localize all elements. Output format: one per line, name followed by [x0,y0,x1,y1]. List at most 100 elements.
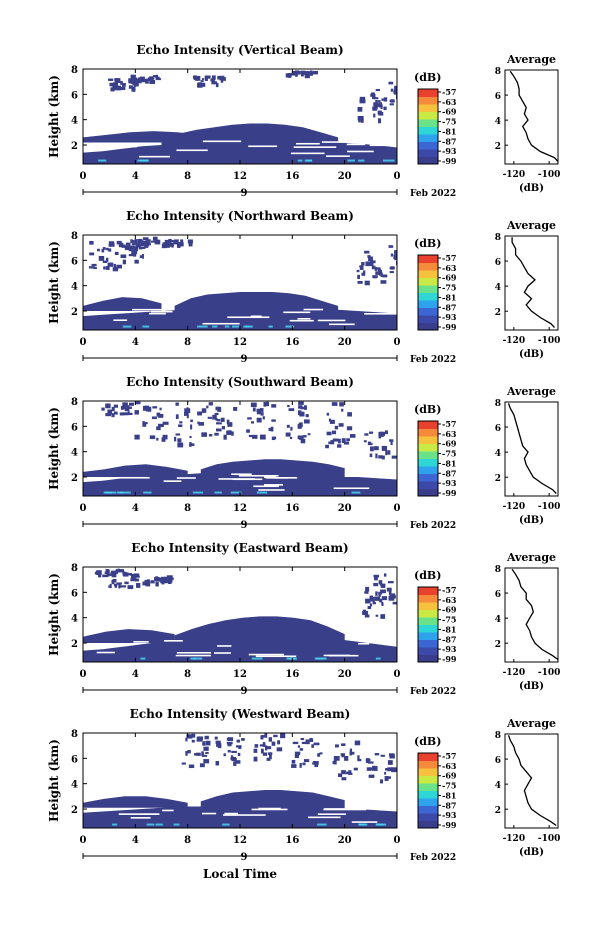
echo-speckle [346,426,353,431]
echo-speckle [300,438,306,444]
y-tick-label: 8 [71,65,78,76]
colorbar-tick-label: -57 [442,253,456,263]
date-day: 9 [241,852,248,863]
echo-speckle [401,252,406,255]
x-tick-label: 20 [338,503,352,514]
colorbar-segment [418,277,438,286]
x-tick-label: 0 [80,337,87,348]
colorbar-tick-label: -57 [442,751,456,761]
colorbar-tick-label: -93 [442,810,457,820]
echo-speckle [388,590,392,595]
echo-speckle [113,404,119,408]
y-tick-label: 2 [71,639,78,650]
echo-strong [256,491,268,494]
echo-strong [190,657,196,660]
echo-speckle [377,100,381,103]
echo-speckle [89,252,95,256]
echo-speckle [360,118,364,123]
echo-speckle [385,450,388,456]
echo-speckle [317,753,321,757]
echo-speckle [217,743,222,749]
echo-layer [83,471,397,496]
echo-speckle [253,756,258,762]
echo-speckle [112,85,118,91]
panel-title: Echo Intensity (Northward Beam) [126,209,354,223]
echo-speckle [375,267,378,270]
y-tick-label: 4 [71,780,78,791]
echo-speckle [98,255,105,261]
echo-speckle [217,75,220,80]
echo-speckle [111,573,117,578]
echo-strong [268,325,273,328]
echo-speckle [286,424,290,428]
echo-speckle [380,614,386,619]
echo-strong [112,823,118,826]
x-axis-label: Local Time [203,867,277,881]
average-title: Average [506,385,556,398]
echo-speckle [248,434,255,438]
echo-speckle [369,453,373,458]
echo-speckle [375,614,379,617]
echo-speckle [378,118,381,124]
echo-speckle [108,411,112,414]
echo-speckle [262,416,265,420]
colorbar-segment [418,451,438,459]
echo-speckle [174,436,177,442]
echo-speckle [231,431,234,436]
echo-speckle [105,568,109,574]
echo-speckle [391,769,396,773]
echo-speckle [96,570,102,575]
x-tick-label: 0 [394,171,401,182]
echo-speckle [131,240,135,243]
echo-speckle [96,570,99,575]
echo-speckle [133,254,137,257]
echo-speckle [311,744,314,748]
echo-speckle [126,573,133,576]
echo-speckle [375,88,380,92]
echo-speckle [384,430,389,435]
colorbar-tick-label: -87 [442,634,456,644]
echo-speckle [113,411,118,415]
colorbar-tick-label: -93 [442,146,457,156]
echo-speckle [108,78,114,81]
echo-speckle [256,409,261,415]
echo-speckle [340,753,345,756]
echo-speckle [401,88,406,91]
echo-speckle [370,597,375,602]
average-y-tick-label: 4 [495,449,501,459]
x-tick-label: 16 [285,669,299,680]
echo-gap [175,654,211,657]
colorbar-frame [417,420,439,497]
echo-gap [253,485,279,488]
echo-speckle [344,755,349,761]
echo-speckle [220,417,225,422]
echo-speckle [142,237,149,241]
colorbar-segment [418,481,438,489]
echo-speckle [118,584,121,589]
echo-speckle [263,743,266,747]
echo-speckle [175,402,179,406]
average-line [507,735,557,827]
echo-gap [273,477,298,479]
average-frame [504,733,559,829]
echo-speckle [132,576,136,579]
echo-speckle [291,759,296,764]
colorbar-tick-label: -99 [442,654,457,664]
echo-speckle [112,267,119,272]
echo-speckle [227,737,234,742]
echo-gap [151,310,173,313]
colorbar-tick-label: -69 [442,771,457,781]
echo-speckle [387,450,391,455]
echo-gap [96,651,115,654]
echo-speckle [134,410,139,415]
echo-speckle [372,106,378,110]
echo-speckle [363,611,367,615]
echo-strong [103,491,112,494]
colorbar-tick-label: -57 [442,87,456,97]
echo-speckle [147,579,150,582]
average-y-tick-label: 4 [495,781,501,791]
echo-strong [316,657,327,660]
echo-gap [250,315,262,318]
echo-speckle [375,99,378,103]
echo-speckle [388,245,394,248]
